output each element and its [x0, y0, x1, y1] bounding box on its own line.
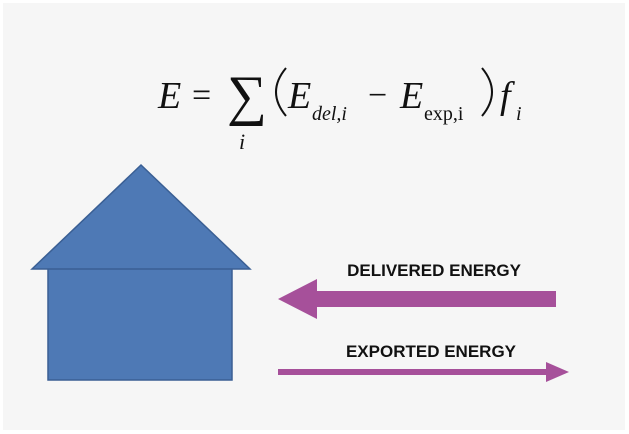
formula-sum-index: i — [239, 129, 245, 154]
delivered-energy-label: DELIVERED ENERGY — [347, 261, 521, 280]
formula-lhs: E — [157, 75, 181, 117]
exported-energy-label: EXPORTED ENERGY — [346, 342, 517, 361]
delivered-arrow-head — [278, 279, 317, 319]
formula-term2-base: E — [399, 75, 423, 117]
formula-close-paren — [481, 67, 493, 117]
house-roof — [30, 163, 252, 270]
exported-energy-arrow — [278, 362, 569, 382]
house-icon — [30, 163, 252, 381]
formula-minus: − — [368, 77, 387, 114]
formula-open-paren — [275, 67, 287, 117]
formula-term1-base: E — [287, 75, 311, 117]
formula-equals: = — [192, 77, 211, 114]
delivered-arrow-shaft — [313, 291, 556, 307]
formula-term1-sub: del,i — [312, 103, 347, 125]
formula-term2-sub: exp,i — [424, 103, 464, 125]
delivered-energy-arrow — [278, 279, 556, 319]
exported-arrow-head — [546, 362, 569, 382]
house-body — [47, 267, 233, 381]
energy-formula: E = ∑ i E del,i − E exp,i f i — [157, 65, 522, 154]
formula-factor-base: f — [500, 75, 515, 117]
formula-sum-symbol: ∑ — [227, 65, 267, 127]
formula-factor-sub: i — [516, 103, 522, 125]
exported-arrow-shaft — [278, 369, 550, 375]
